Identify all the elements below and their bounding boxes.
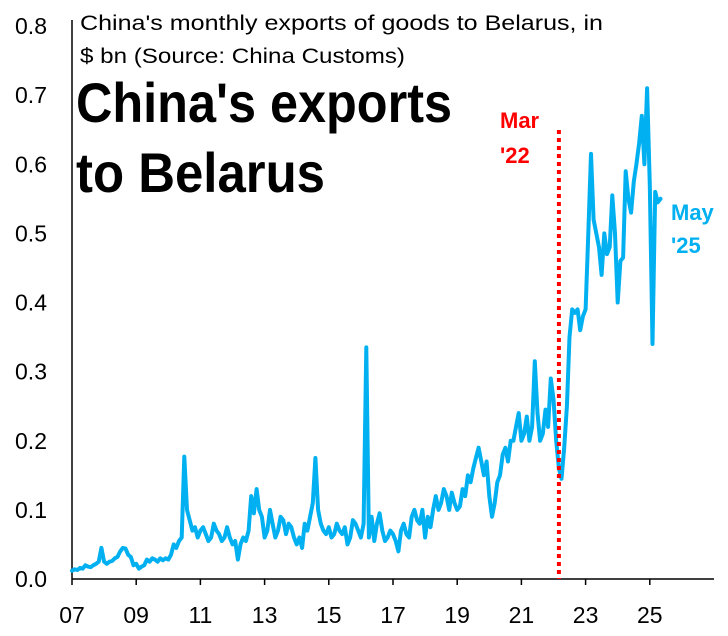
y-tick-label: 0.5 — [15, 220, 47, 246]
y-tick-label: 0.0 — [15, 566, 47, 592]
y-tick-label: 0.1 — [15, 497, 47, 523]
end-label-month: May — [671, 200, 715, 225]
x-tick-label: 23 — [573, 602, 599, 628]
headline-line-2: to Belarus — [76, 141, 325, 204]
y-axis: 0.0 0.1 0.2 0.3 0.4 0.5 0.6 0.7 0.8 — [15, 13, 73, 592]
x-tick-label: 19 — [444, 602, 470, 628]
series-group — [70, 86, 663, 573]
x-tick-label: 25 — [637, 602, 663, 628]
y-tick-label: 0.4 — [15, 290, 47, 316]
end-label-year: '25 — [671, 233, 701, 258]
headline-line-1: China's exports — [76, 71, 452, 134]
y-tick-label: 0.6 — [15, 151, 47, 177]
x-tick-label: 21 — [509, 602, 535, 628]
marker-label-year: '22 — [500, 143, 530, 168]
y-tick-label: 0.3 — [15, 359, 47, 385]
x-tick-label: 09 — [123, 602, 149, 628]
x-axis: 07 09 11 13 15 17 19 21 23 25 — [59, 578, 714, 628]
x-tick-labels: 07 09 11 13 15 17 19 21 23 25 — [59, 579, 663, 628]
x-tick-label: 07 — [59, 602, 85, 628]
y-tick-label: 0.8 — [15, 13, 47, 39]
chart-title-line-1: China's monthly exports of goods to Bela… — [80, 12, 603, 35]
y-tick-label: 0.2 — [15, 428, 47, 454]
series-line — [70, 86, 663, 573]
y-tick-labels: 0.0 0.1 0.2 0.3 0.4 0.5 0.6 0.7 0.8 — [15, 13, 47, 592]
y-tick-label: 0.7 — [15, 82, 47, 108]
chart-title-line-2: $ bn (Source: China Customs) — [80, 45, 405, 68]
x-tick-label: 17 — [380, 602, 406, 628]
x-tick-label: 15 — [316, 602, 342, 628]
marker-label-month: Mar — [500, 108, 540, 133]
x-tick-label: 13 — [252, 602, 278, 628]
x-tick-label: 11 — [188, 602, 212, 628]
